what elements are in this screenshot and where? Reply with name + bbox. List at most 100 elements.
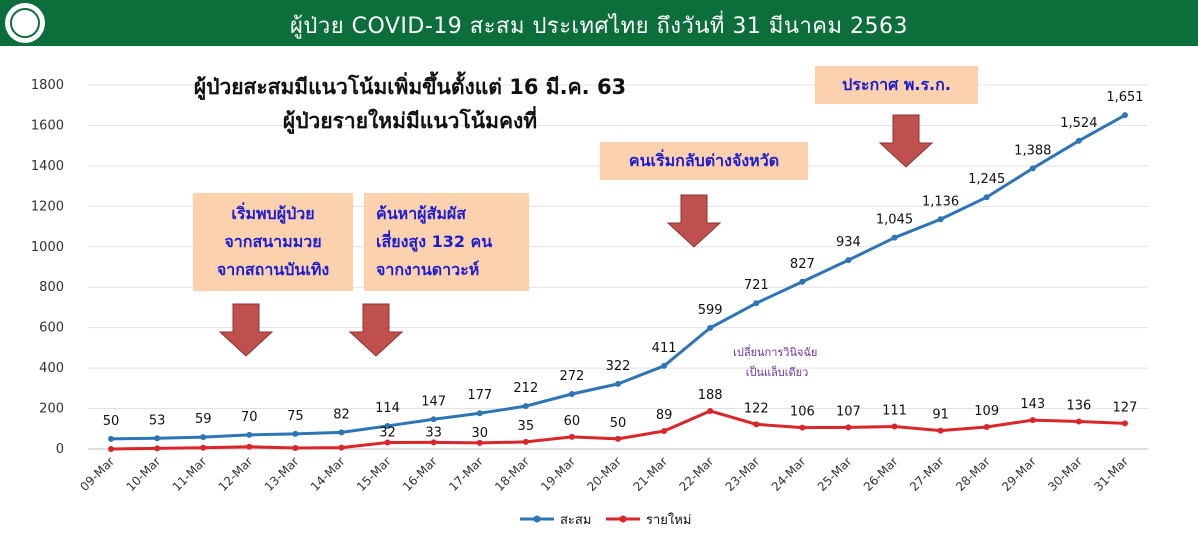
- legend-marker: [533, 515, 541, 523]
- cumulative-series-point: [476, 410, 483, 417]
- cumulative-series-point: [707, 324, 714, 331]
- cumulative-data-label: 1,045: [876, 213, 913, 228]
- cumulative-data-label: 50: [103, 414, 120, 429]
- legend-cumulative: สะสม: [520, 513, 591, 528]
- y-tick-label: 1600: [31, 118, 64, 133]
- cumulative-data-label: 599: [698, 303, 723, 318]
- new-cases-series-point: [661, 428, 668, 435]
- note-travel-home: คนเริ่มกลับต่างจังหวัด: [600, 142, 808, 180]
- y-tick-label: 0: [56, 442, 64, 457]
- annotation-arrows: [218, 114, 934, 357]
- cumulative-series-point: [384, 422, 391, 429]
- down-arrow-icon: [218, 303, 274, 357]
- cumulative-series-point: [661, 362, 668, 369]
- new-cases-data-label: 106: [790, 405, 815, 420]
- cumulative-series-point: [246, 431, 253, 438]
- new-cases-series-point: [430, 439, 437, 446]
- x-tick-label: 19-Mar: [538, 454, 578, 494]
- new-cases-series-point: [108, 446, 115, 452]
- series-layer: [108, 112, 1128, 452]
- headline-line-1: ผู้ป่วยสะสมมีแนวโน้มเพิ่มขึ้นตั้งแต่ 16 …: [193, 75, 627, 99]
- note-boxing-line-1: เริ่มพบผู้ป่วย: [231, 204, 315, 223]
- cumulative-data-label: 70: [241, 410, 258, 425]
- legend-marker: [619, 515, 627, 523]
- new-cases-series-point: [338, 444, 345, 451]
- new-cases-data-label: 136: [1066, 398, 1091, 413]
- new-cases-series-point: [799, 424, 806, 431]
- cumulative-data-label: 1,388: [1014, 143, 1051, 158]
- new-cases-series-point: [246, 443, 253, 450]
- x-tick-label: 13-Mar: [262, 454, 302, 494]
- cumulative-data-label: 212: [513, 381, 538, 396]
- x-tick-label: 29-Mar: [999, 454, 1039, 494]
- cumulative-data-label: 1,245: [968, 172, 1005, 187]
- lab-change-note: เปลี่ยนการวินิจฉัย เป็นแล็บเดียว: [733, 344, 821, 379]
- x-tick-label: 22-Mar: [677, 454, 717, 494]
- new-cases-series-point: [1075, 418, 1082, 425]
- new-cases-series-point: [476, 439, 483, 446]
- new-cases-series-point: [154, 445, 161, 452]
- new-cases-data-label: 107: [836, 404, 861, 419]
- x-tick-label: 11-Mar: [170, 454, 210, 494]
- cumulative-data-label: 1,524: [1060, 116, 1097, 131]
- header-bar: ผู้ป่วย COVID-19 สะสม ประเทศไทย ถึงวันที…: [0, 0, 1198, 46]
- new-cases-series-point: [1121, 420, 1128, 427]
- note-decree-text: ประกาศ พ.ร.ก.: [842, 75, 951, 94]
- x-tick-label: 28-Mar: [953, 454, 993, 494]
- cumulative-series-point: [200, 434, 207, 441]
- new-cases-series-point: [983, 423, 990, 430]
- page-title: ผู้ป่วย COVID-19 สะสม ประเทศไทย ถึงวันที…: [289, 14, 909, 39]
- cumulative-data-label: 322: [606, 359, 631, 374]
- down-arrow-icon: [878, 114, 934, 168]
- note-boxing-stadium: เริ่มพบผู้ป่วย จากสนามมวย จากสถานบันเทิง: [193, 193, 353, 291]
- down-arrow-icon: [348, 303, 404, 357]
- cumulative-data-label: 1,651: [1106, 90, 1143, 105]
- legend-new-cases: รายใหม่: [606, 512, 691, 528]
- note-contacts-line-1: ค้นหาผู้สัมผัส: [376, 204, 466, 223]
- x-tick-label: 31-Mar: [1091, 454, 1131, 494]
- cumulative-series-point: [522, 403, 529, 410]
- new-cases-series-point: [845, 424, 852, 431]
- logo-emblem: [10, 8, 40, 38]
- new-cases-data-label: 89: [656, 408, 673, 423]
- x-tick-label: 09-Mar: [77, 454, 117, 494]
- data-labels: 50 53 59 70 75 82 114 147 177 212 272 322 411 599 721 8…: [103, 90, 1144, 441]
- cumulative-data-label: 53: [149, 413, 166, 428]
- cumulative-data-label: 272: [559, 369, 584, 384]
- note-boxing-line-3: จากสถานบันเทิง: [216, 260, 330, 279]
- x-axis: 09-Mar 10-Mar 11-Mar 12-Mar 13-Mar 14-Mar 15-M…: [77, 454, 1131, 494]
- cumulative-series-point: [753, 300, 760, 307]
- cumulative-series-point: [615, 380, 621, 387]
- new-cases-series-point: [384, 439, 391, 446]
- legend: สะสม รายใหม่: [520, 512, 691, 528]
- x-tick-label: 23-Mar: [723, 454, 763, 494]
- new-cases-series-point: [522, 438, 529, 445]
- cumulative-series-point: [154, 435, 161, 442]
- new-cases-series-point: [937, 427, 944, 434]
- cumulative-series-point: [292, 430, 299, 437]
- cumulative-series-point: [799, 278, 806, 285]
- x-tick-label: 20-Mar: [584, 454, 624, 494]
- y-tick-label: 800: [39, 280, 64, 295]
- cumulative-data-label: 934: [836, 235, 861, 250]
- cumulative-data-label: 82: [333, 407, 350, 422]
- new-cases-series-point: [753, 421, 760, 428]
- new-cases-series-point: [891, 423, 898, 430]
- new-cases-data-label: 127: [1113, 400, 1138, 415]
- x-tick-label: 14-Mar: [308, 454, 348, 494]
- y-tick-label: 1000: [31, 240, 64, 255]
- y-tick-label: 600: [39, 321, 64, 336]
- new-cases-data-label: 35: [518, 419, 535, 434]
- cumulative-series-point: [108, 435, 115, 442]
- legend-label: สะสม: [560, 513, 591, 528]
- x-tick-label: 17-Mar: [446, 454, 486, 494]
- x-tick-label: 27-Mar: [907, 454, 947, 494]
- y-tick-label: 1200: [31, 199, 64, 214]
- cumulative-data-label: 721: [744, 278, 769, 293]
- note-contact-tracing: ค้นหาผู้สัมผัส เสี่ยงสูง 132 คน จากงานดา…: [364, 193, 529, 291]
- cumulative-data-label: 147: [421, 394, 446, 409]
- note-contacts-line-2: เสี่ยงสูง 132 คน: [376, 232, 493, 251]
- new-cases-data-label: 122: [744, 401, 769, 416]
- cumulative-data-label: 75: [287, 409, 304, 424]
